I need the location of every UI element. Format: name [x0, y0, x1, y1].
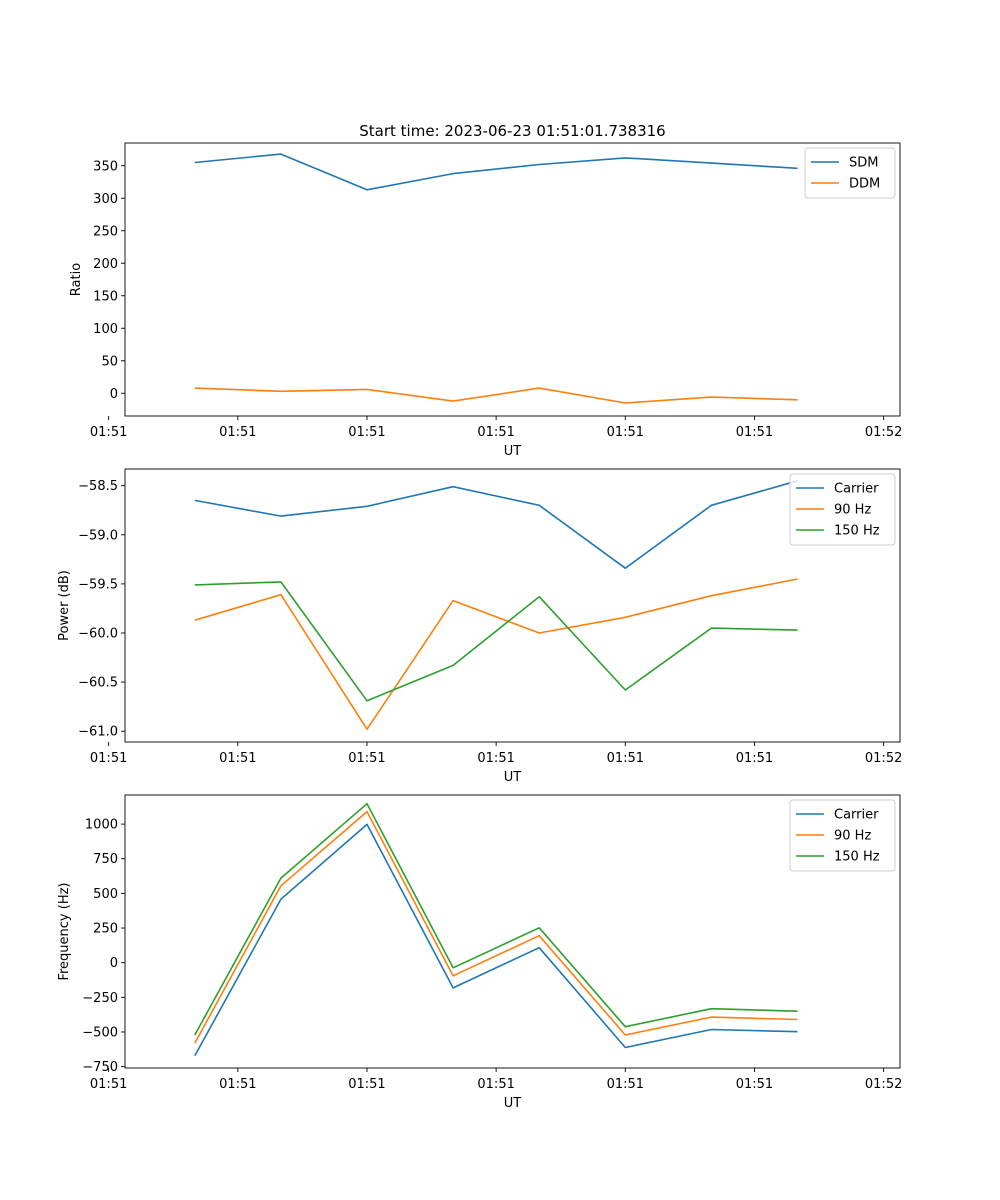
legend-label: 90 Hz — [834, 503, 871, 518]
y-tick-label: 350 — [93, 159, 118, 174]
chart-panel-3: 01:51 01:51 01:51 01:51 01:51 01:51 01:52 −750 −… — [57, 794, 902, 1111]
legend-box — [789, 799, 896, 872]
series-line-carrier — [194, 823, 798, 1057]
x-tick-label: 01:51 — [607, 751, 644, 766]
legend: Carrier 90 Hz 150 Hz — [789, 473, 896, 546]
legend-label: 150 Hz — [834, 524, 880, 539]
legend-box — [804, 147, 896, 199]
x-tick-label: 01:51 — [90, 1077, 127, 1092]
x-tick-label: 01:51 — [736, 751, 773, 766]
series-line-90-hz — [194, 810, 798, 1044]
legend: Carrier 90 Hz 150 Hz — [789, 799, 896, 872]
y-axis-label: Ratio — [69, 263, 84, 296]
y-tick-label: 1000 — [85, 818, 118, 833]
x-tick-label: 01:52 — [865, 1077, 902, 1092]
x-tick-label: 01:51 — [477, 751, 514, 766]
y-tick-label: −59.5 — [78, 577, 118, 592]
x-tick-label: 01:51 — [219, 751, 256, 766]
y-axis-label: Power (dB) — [57, 570, 72, 641]
x-axis-label: UT — [504, 770, 522, 785]
x-tick-label: 01:51 — [219, 1077, 256, 1092]
y-tick-label: 250 — [93, 224, 118, 239]
legend: SDM DDM — [804, 147, 896, 199]
legend-label: 150 Hz — [834, 850, 880, 865]
x-tick-label: 01:52 — [865, 425, 902, 440]
chart-panel-1: 01:51 01:51 01:51 01:51 01:51 01:51 01:52 0 50 10… — [69, 142, 902, 459]
y-tick-label: 50 — [101, 354, 118, 369]
legend-label: Carrier — [834, 808, 879, 823]
figure-title: Start time: 2023-06-23 01:51:01.738316 — [359, 122, 665, 140]
x-tick-label: 01:51 — [348, 751, 385, 766]
x-tick-label: 01:51 — [477, 425, 514, 440]
x-tick-label: 01:51 — [477, 1077, 514, 1092]
y-tick-label: 150 — [93, 289, 118, 304]
x-tick-label: 01:51 — [90, 751, 127, 766]
x-tick-label: 01:51 — [348, 425, 385, 440]
axes-frame — [124, 142, 901, 417]
x-axis-label: UT — [504, 1096, 522, 1111]
x-tick-label: 01:51 — [607, 425, 644, 440]
y-tick-label: 0 — [110, 387, 118, 402]
axes-frame — [124, 794, 901, 1069]
y-tick-label: −60.0 — [78, 626, 118, 641]
y-tick-label: −60.5 — [78, 676, 118, 691]
legend-label: SDM — [849, 156, 878, 171]
series-line-90-hz — [194, 578, 798, 731]
legend-label: Carrier — [834, 482, 879, 497]
axes-frame — [124, 468, 901, 743]
y-tick-label: 300 — [93, 192, 118, 207]
x-tick-label: 01:51 — [736, 425, 773, 440]
y-axis-label: Frequency (Hz) — [57, 882, 72, 980]
legend-box — [789, 473, 896, 546]
series-line-ddm — [194, 387, 798, 404]
x-tick-label: 01:51 — [607, 1077, 644, 1092]
y-tick-label: 250 — [93, 922, 118, 937]
x-tick-label: 01:51 — [90, 425, 127, 440]
chart-panel-2: 01:51 01:51 01:51 01:51 01:51 01:51 01:52 −61.0… — [57, 468, 902, 785]
y-tick-label: 750 — [93, 852, 118, 867]
y-tick-label: 500 — [93, 887, 118, 902]
y-tick-label: −750 — [82, 1060, 118, 1075]
x-axis-label: UT — [504, 444, 522, 459]
y-tick-label: −61.0 — [78, 725, 118, 740]
y-tick-label: −500 — [82, 1025, 118, 1040]
y-tick-label: −250 — [82, 991, 118, 1006]
legend-label: DDM — [849, 177, 880, 192]
y-tick-label: 0 — [110, 956, 118, 971]
x-tick-label: 01:51 — [736, 1077, 773, 1092]
x-tick-label: 01:52 — [865, 751, 902, 766]
x-tick-label: 01:51 — [348, 1077, 385, 1092]
legend-label: 90 Hz — [834, 829, 871, 844]
y-tick-label: 100 — [93, 322, 118, 337]
x-tick-label: 01:51 — [219, 425, 256, 440]
series-line-sdm — [194, 153, 798, 191]
series-line-carrier — [194, 480, 798, 570]
series-line-150-hz — [194, 802, 798, 1036]
y-tick-label: −58.5 — [78, 479, 118, 494]
y-tick-label: −59.0 — [78, 528, 118, 543]
y-tick-label: 200 — [93, 257, 118, 272]
series-line-150-hz — [194, 581, 798, 702]
